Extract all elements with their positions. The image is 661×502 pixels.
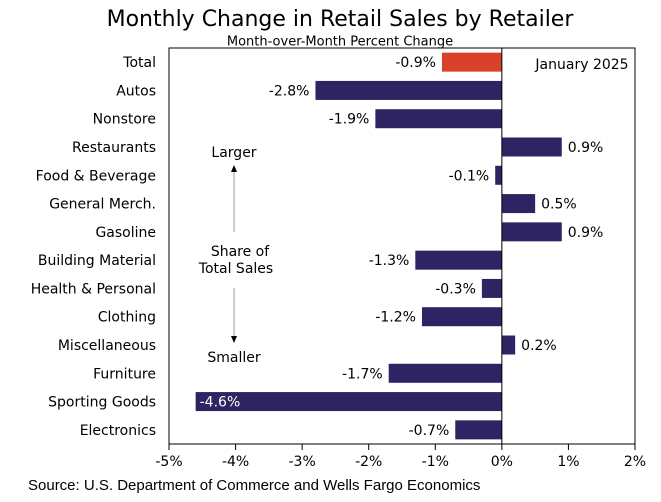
arrowhead — [231, 165, 237, 172]
bar — [481, 278, 502, 298]
x-tick-label: 2% — [624, 454, 646, 470]
y-tick-label: Clothing — [98, 310, 156, 326]
source: Source: U.S. Department of Commerce and … — [28, 477, 480, 494]
x-tick-label: 1% — [557, 454, 579, 470]
bar — [415, 250, 502, 270]
value-label: -0.3% — [435, 281, 476, 297]
value-label: -0.1% — [449, 168, 490, 184]
bar — [421, 307, 502, 327]
x-tick-label: -4% — [222, 454, 249, 470]
annotation: Smaller — [207, 350, 260, 366]
annotation: Total Sales — [198, 261, 273, 277]
annotation: Larger — [211, 145, 256, 161]
bar — [501, 194, 536, 214]
y-tick-label: Health & Personal — [31, 281, 156, 297]
bar — [388, 363, 502, 383]
y-tick-label: Miscellaneous — [58, 338, 156, 354]
annotation: January 2025 — [534, 57, 628, 73]
bar — [315, 80, 502, 100]
value-label: -0.7% — [409, 423, 450, 439]
value-label: -4.6% — [200, 395, 241, 411]
value-label: 0.2% — [521, 338, 557, 354]
bar — [441, 52, 502, 72]
x-tick-label: 0% — [491, 454, 513, 470]
value-label: -0.9% — [395, 55, 436, 71]
value-label: -1.7% — [342, 366, 383, 382]
y-tick-label: Total — [122, 55, 156, 71]
bar — [195, 392, 502, 412]
chart-subtitle: Month-over-Month Percent Change — [227, 35, 453, 50]
bar — [375, 109, 502, 129]
y-tick-label: General Merch. — [49, 197, 156, 213]
y-tick-label: Building Material — [38, 253, 156, 269]
value-label: -1.3% — [369, 253, 410, 269]
bar — [501, 137, 562, 157]
bar — [495, 165, 502, 185]
plot-frame — [168, 47, 636, 445]
value-label: -2.8% — [269, 83, 310, 99]
y-tick-label: Food & Beverage — [36, 168, 156, 184]
y-tick-label: Furniture — [93, 366, 156, 382]
y-tick-label: Gasoline — [95, 225, 156, 241]
x-tick-label: -3% — [289, 454, 316, 470]
arrowhead — [231, 336, 237, 343]
value-label: -1.2% — [375, 310, 416, 326]
bar — [455, 420, 502, 440]
y-tick-label: Autos — [116, 83, 156, 99]
chart-title: Monthly Change in Retail Sales by Retail… — [107, 7, 575, 32]
x-tick-label: -2% — [355, 454, 382, 470]
annotation: Share of — [211, 244, 270, 260]
value-label: 0.9% — [568, 225, 604, 241]
y-tick-label: Sporting Goods — [48, 395, 156, 411]
value-label: -1.9% — [329, 112, 370, 128]
value-label: 0.9% — [568, 140, 604, 156]
bar — [501, 222, 562, 242]
y-tick-label: Nonstore — [93, 112, 156, 128]
y-tick-label: Electronics — [80, 423, 156, 439]
x-tick-label: -5% — [155, 454, 182, 470]
x-tick-label: -1% — [422, 454, 449, 470]
value-label: 0.5% — [541, 197, 577, 213]
y-tick-label: Restaurants — [72, 140, 156, 156]
bar — [501, 335, 516, 355]
